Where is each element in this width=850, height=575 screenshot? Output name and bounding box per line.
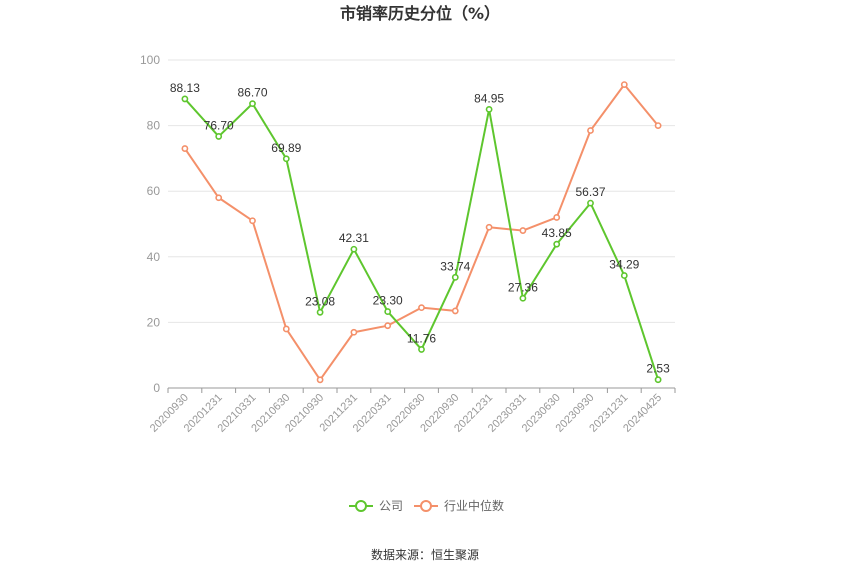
industry-point (316, 376, 324, 384)
legend-marker (420, 500, 432, 512)
company-point (316, 308, 324, 316)
company-point (654, 376, 662, 384)
data-label: 56.37 (575, 185, 605, 199)
y-tick-label: 60 (147, 184, 161, 198)
data-label: 42.31 (339, 231, 369, 245)
data-label: 69.89 (271, 141, 301, 155)
data-label: 23.30 (373, 294, 403, 308)
industry-point (418, 304, 425, 312)
company-point (519, 294, 527, 302)
company-point (553, 240, 561, 248)
company-point (249, 100, 256, 108)
company-point (620, 272, 628, 279)
industry-point (249, 217, 256, 225)
industry-point (654, 122, 662, 129)
data-label: 86.70 (237, 86, 267, 100)
company-point (587, 199, 594, 207)
legend-label: 公司 (379, 499, 403, 513)
industry-point (451, 307, 459, 315)
company-point (418, 346, 425, 353)
industry-point (350, 328, 358, 336)
industry-point (587, 127, 594, 134)
y-tick-label: 80 (147, 119, 161, 133)
industry-point (485, 223, 493, 231)
y-tick-label: 0 (153, 381, 160, 395)
data-label: 84.95 (474, 91, 504, 105)
legend-item-industry-median[interactable]: 行业中位数 (414, 498, 504, 513)
industry-point (215, 194, 223, 202)
y-tick-label: 20 (147, 315, 161, 329)
industry-point (181, 145, 189, 152)
company-point (451, 273, 459, 281)
data-label: 43.85 (542, 226, 572, 240)
series-layer: 88.13 76.70 86.70 69.89 23.08 42.31 23.30 11.76… (170, 81, 670, 384)
data-label: 88.13 (170, 81, 200, 95)
industry-point (519, 227, 527, 234)
data-label: 33.74 (440, 259, 470, 273)
legend-marker (355, 500, 367, 512)
industry-point (282, 325, 290, 333)
legend[interactable]: 公司 行业中位数 (349, 498, 504, 513)
company-point (485, 105, 493, 113)
legend-label: 行业中位数 (444, 498, 504, 513)
data-label: 34.29 (609, 258, 639, 272)
company-point (181, 95, 189, 103)
data-label: 2.53 (646, 362, 670, 376)
company-point (282, 155, 290, 163)
y-tick-label: 40 (147, 250, 161, 264)
data-label: 27.36 (508, 280, 538, 294)
x-axis: 2020093020201231202103312021063020210930… (148, 387, 676, 435)
source-note: 数据来源：恒生聚源 (371, 547, 479, 562)
y-tick-label: 100 (140, 53, 160, 67)
industry-point (620, 81, 628, 88)
data-label: 76.70 (204, 118, 234, 132)
legend-item-company[interactable]: 公司 (349, 499, 403, 513)
data-label: 23.08 (305, 294, 335, 308)
industry-point (384, 322, 392, 330)
industry-point (553, 214, 561, 221)
company-point (350, 245, 358, 253)
company-point (384, 308, 392, 315)
chart-title: 市销率历史分位（%） (340, 4, 500, 23)
company-point (215, 133, 223, 140)
data-label: 11.76 (407, 331, 436, 345)
grid (168, 59, 675, 323)
y-axis: 0 20 40 60 80 100 (140, 53, 160, 395)
